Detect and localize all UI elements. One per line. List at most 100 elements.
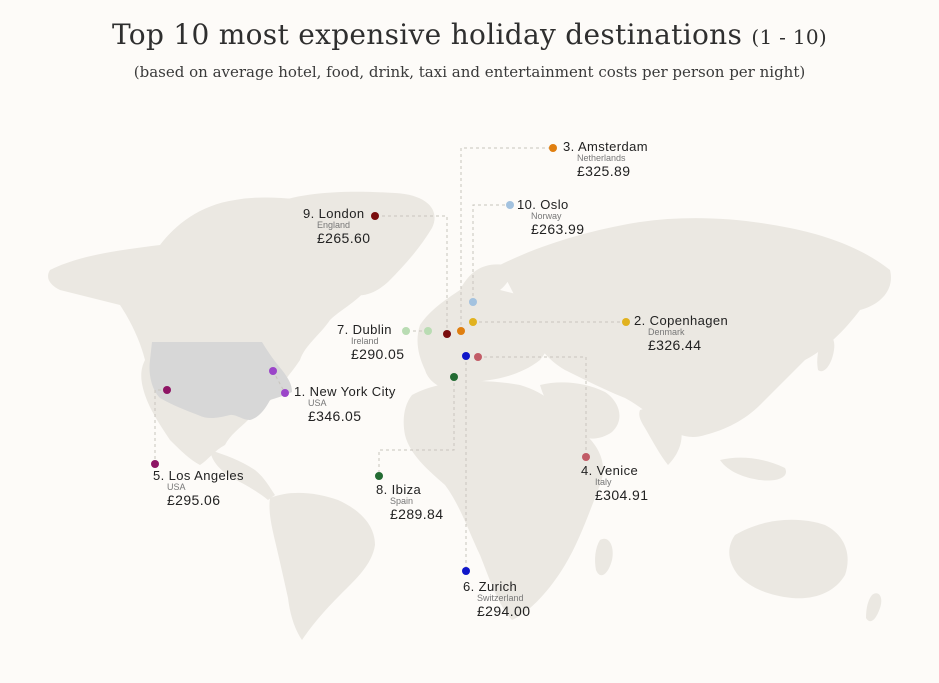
destination-rank: 10. — [517, 197, 537, 212]
destination-label-new-york-city: 1. New York City USA £346.05 — [294, 384, 396, 425]
city-marker-copenhagen[interactable] — [469, 318, 477, 326]
city-marker-new-york-city[interactable] — [269, 367, 277, 375]
destination-country: Netherlands — [577, 153, 626, 164]
city-marker-dublin[interactable] — [424, 327, 432, 335]
destination-city: Oslo — [540, 197, 569, 212]
continent-africa — [403, 381, 604, 620]
city-marker-zurich[interactable] — [462, 352, 470, 360]
region-india — [639, 408, 682, 465]
page-subtitle: (based on average hotel, food, drink, ta… — [133, 63, 806, 81]
destination-name: 8. Ibiza — [376, 482, 443, 497]
continent-asia — [500, 218, 891, 437]
city-marker-oslo[interactable] — [469, 298, 477, 306]
destination-country: Switzerland — [477, 593, 524, 604]
label-marker-los-angeles[interactable] — [151, 460, 159, 468]
title-range: (1 - 10) — [751, 25, 827, 49]
city-marker-ibiza[interactable] — [450, 373, 458, 381]
label-marker-venice[interactable] — [582, 453, 590, 461]
title-text: Top 10 most expensive holiday destinatio… — [111, 18, 743, 51]
usa-highlight — [149, 342, 292, 420]
destination-price: £346.05 — [308, 408, 362, 425]
city-markers — [151, 144, 630, 575]
destination-rank: 5. — [153, 468, 165, 483]
destination-name: 3. Amsterdam — [563, 139, 649, 154]
destination-name: 1. New York City — [294, 384, 396, 399]
destination-city: Amsterdam — [577, 139, 649, 154]
destination-country: England — [317, 220, 351, 231]
destination-name: 4. Venice — [581, 463, 648, 478]
continent-australia — [729, 519, 848, 599]
destination-name: 7. Dublin — [337, 322, 404, 337]
destination-price: £290.05 — [351, 346, 405, 363]
destination-country: Spain — [390, 496, 414, 507]
label-marker-new-york-city[interactable] — [281, 389, 289, 397]
destination-name: 6. Zurich — [463, 579, 530, 594]
destination-price: £295.06 — [167, 492, 221, 509]
destination-label-dublin: 7. Dublin Ireland £290.05 — [337, 322, 405, 363]
leader-line-venice — [478, 356, 587, 457]
label-marker-copenhagen[interactable] — [622, 318, 630, 326]
city-marker-london[interactable] — [443, 330, 451, 338]
landmass-madagascar — [595, 538, 613, 576]
destination-price: £326.44 — [648, 337, 702, 354]
destination-city: New York City — [309, 384, 396, 399]
destination-country: Denmark — [648, 327, 685, 338]
continent-central-america — [210, 450, 275, 500]
destination-rank: 4. — [581, 463, 593, 478]
leader-line-new-york-city — [272, 370, 286, 394]
destination-country: Ireland — [351, 336, 379, 347]
label-marker-ibiza[interactable] — [375, 472, 383, 480]
label-marker-amsterdam[interactable] — [549, 144, 557, 152]
destination-price: £289.84 — [390, 506, 444, 523]
destination-label-ibiza: 8. Ibiza Spain £289.84 — [376, 482, 444, 523]
destination-city: London — [318, 206, 365, 221]
continent-south-america — [269, 492, 375, 640]
label-marker-dublin[interactable] — [402, 327, 410, 335]
destination-city: Ibiza — [391, 482, 422, 497]
destination-label-oslo: 10. Oslo Norway £263.99 — [517, 197, 585, 238]
destination-city: Copenhagen — [649, 313, 729, 328]
destination-name: 2. Copenhagen — [634, 313, 729, 328]
destination-price: £325.89 — [577, 163, 631, 180]
label-marker-london[interactable] — [371, 212, 379, 220]
destination-rank: 9. — [303, 206, 315, 221]
page-title: Top 10 most expensive holiday destinatio… — [0, 18, 939, 51]
city-marker-los-angeles[interactable] — [163, 386, 171, 394]
region-southeast-asia — [720, 457, 786, 481]
destination-name: 10. Oslo — [517, 197, 584, 212]
city-marker-venice[interactable] — [474, 353, 482, 361]
destination-price: £294.00 — [477, 603, 531, 620]
destination-rank: 8. — [376, 482, 388, 497]
continents — [48, 191, 891, 640]
label-marker-zurich[interactable] — [462, 567, 470, 575]
destination-price: £304.91 — [595, 487, 649, 504]
destination-name: 5. Los Angeles — [153, 468, 244, 483]
destination-country: Norway — [531, 211, 562, 222]
destination-price: £265.60 — [317, 230, 371, 247]
destination-rank: 6. — [463, 579, 475, 594]
destination-label-london: 9. London England £265.60 — [303, 206, 371, 247]
destination-name: 9. London — [303, 206, 370, 221]
continent-greenland — [270, 191, 435, 296]
destination-city: Dublin — [352, 322, 392, 337]
destination-city: Zurich — [478, 579, 518, 594]
destination-label-venice: 4. Venice Italy £304.91 — [581, 463, 649, 504]
destination-country: USA — [167, 482, 186, 493]
destination-city: Venice — [596, 463, 639, 478]
destination-price: £263.99 — [531, 221, 585, 238]
destination-city: Los Angeles — [168, 468, 244, 483]
destination-rank: 7. — [337, 322, 349, 337]
destination-rank: 2. — [634, 313, 646, 328]
destination-rank: 3. — [563, 139, 575, 154]
city-marker-amsterdam[interactable] — [457, 327, 465, 335]
label-marker-oslo[interactable] — [506, 201, 514, 209]
destination-label-copenhagen: 2. Copenhagen Denmark £326.44 — [634, 313, 729, 354]
continent-north-america — [48, 197, 379, 465]
destination-label-los-angeles: 5. Los Angeles USA £295.06 — [153, 468, 244, 509]
destination-country: Italy — [595, 477, 612, 488]
destination-country: USA — [308, 398, 327, 409]
leader-line-ibiza — [378, 377, 455, 476]
leader-line-oslo — [472, 204, 510, 302]
destination-label-zurich: 6. Zurich Switzerland £294.00 — [463, 579, 531, 620]
